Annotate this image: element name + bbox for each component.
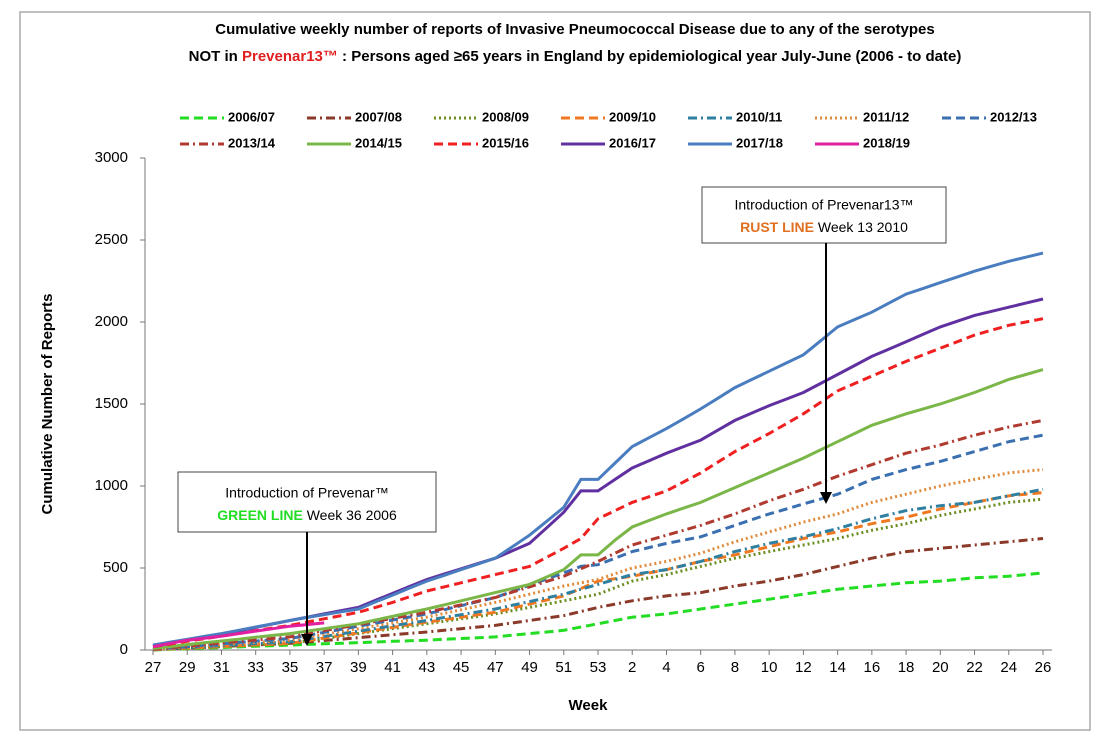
x-tick-label: 43 bbox=[419, 659, 436, 676]
series-line bbox=[152, 317, 1044, 649]
frame bbox=[19, 11, 1091, 731]
series-line bbox=[152, 537, 1044, 652]
y-tick-label: 2000 bbox=[95, 313, 128, 330]
legend-label: 2015/16 bbox=[482, 135, 529, 150]
x-tick-label: 51 bbox=[555, 659, 572, 676]
x-tick-label: 29 bbox=[179, 659, 196, 676]
y-tick-label: 0 bbox=[120, 641, 128, 658]
title-highlight: Prevenar13™ bbox=[242, 48, 338, 65]
chart-title: NOT in Prevenar13™ : Persons aged ≥65 ye… bbox=[189, 48, 962, 65]
annotation: Introduction of Prevenar™ GREEN LINE Wee… bbox=[177, 471, 437, 646]
x-tick-label: 6 bbox=[697, 659, 705, 676]
legend-label: 2012/13 bbox=[990, 109, 1037, 124]
legend-label: 2008/09 bbox=[482, 109, 529, 124]
annotation-text: RUST LINE Week 13 2010 bbox=[740, 219, 908, 235]
series-line bbox=[152, 468, 1044, 651]
series-line bbox=[152, 368, 1044, 650]
annotation-text: Introduction of Prevenar13™ bbox=[735, 197, 914, 213]
x-tick-label: 24 bbox=[1000, 659, 1017, 676]
annotation-part: Week 36 2006 bbox=[303, 507, 397, 523]
y-tick-label: 1500 bbox=[95, 395, 128, 412]
arrow-head bbox=[301, 634, 313, 646]
y-tick-label: 500 bbox=[103, 559, 128, 576]
x-tick-label: 41 bbox=[384, 659, 401, 676]
legend-label: 2013/14 bbox=[228, 135, 276, 150]
y-tick-label: 3000 bbox=[95, 149, 128, 166]
x-tick-label: 22 bbox=[966, 659, 983, 676]
y-axis-title: Cumulative Number of Reports bbox=[39, 294, 56, 515]
legend-label: 2007/08 bbox=[355, 109, 402, 124]
annotation-text: GREEN LINE Week 36 2006 bbox=[217, 507, 397, 523]
x-tick-label: 31 bbox=[213, 659, 230, 676]
legend-label: 2017/18 bbox=[736, 135, 783, 150]
arrow-head bbox=[820, 492, 832, 504]
x-axis-title: Week bbox=[569, 697, 609, 714]
legend-label: 2014/15 bbox=[355, 135, 402, 150]
x-tick-label: 14 bbox=[829, 659, 846, 676]
x-tick-label: 12 bbox=[795, 659, 812, 676]
x-tick-label: 27 bbox=[145, 659, 162, 676]
series-line bbox=[152, 621, 325, 649]
series-line bbox=[152, 491, 1044, 652]
chart-title: Cumulative weekly number of reports of I… bbox=[215, 21, 934, 38]
legend-label: 2009/10 bbox=[609, 109, 656, 124]
x-tick-label: 33 bbox=[247, 659, 264, 676]
annotation-box bbox=[701, 186, 947, 244]
annotation-text: Introduction of Prevenar™ bbox=[225, 485, 388, 501]
series-line bbox=[152, 487, 1044, 651]
y-tick-label: 1000 bbox=[95, 477, 128, 494]
series-line bbox=[152, 418, 1044, 651]
x-tick-label: 47 bbox=[487, 659, 504, 676]
x-tick-label: 8 bbox=[731, 659, 739, 676]
x-tick-label: 16 bbox=[864, 659, 881, 676]
legend-label: 2011/12 bbox=[863, 109, 909, 124]
x-tick-label: 49 bbox=[521, 659, 538, 676]
series-line bbox=[152, 571, 1044, 652]
plot bbox=[152, 251, 1044, 652]
x-tick-label: 2 bbox=[628, 659, 636, 676]
y-tick-label: 2500 bbox=[95, 231, 128, 248]
x-tick-label: 53 bbox=[590, 659, 607, 676]
x-tick-label: 18 bbox=[898, 659, 915, 676]
legend-label: 2010/11 bbox=[736, 109, 782, 124]
annotation-highlight: GREEN LINE bbox=[217, 507, 303, 523]
annotation-highlight: RUST LINE bbox=[740, 219, 814, 235]
title-part: NOT in bbox=[189, 48, 242, 65]
series-line bbox=[152, 251, 1044, 647]
annotation-box bbox=[177, 471, 437, 533]
x-tick-label: 10 bbox=[761, 659, 778, 676]
annotation-part: Week 13 2010 bbox=[814, 219, 908, 235]
x-tick-label: 39 bbox=[350, 659, 367, 676]
series-line bbox=[152, 433, 1044, 651]
x-tick-label: 35 bbox=[282, 659, 299, 676]
x-tick-label: 26 bbox=[1035, 659, 1052, 676]
x-tick-label: 37 bbox=[316, 659, 333, 676]
legend-label: 2006/07 bbox=[228, 109, 275, 124]
x-tick-label: 4 bbox=[662, 659, 670, 676]
x-tick-label: 45 bbox=[453, 659, 470, 676]
legend-label: 2018/19 bbox=[863, 135, 910, 150]
x-tick-label: 20 bbox=[932, 659, 949, 676]
legend-label: 2016/17 bbox=[609, 135, 656, 150]
title-part: : Persons aged ≥65 years in England by e… bbox=[338, 48, 961, 65]
annotation: Introduction of Prevenar13™ RUST LINE We… bbox=[701, 186, 947, 504]
